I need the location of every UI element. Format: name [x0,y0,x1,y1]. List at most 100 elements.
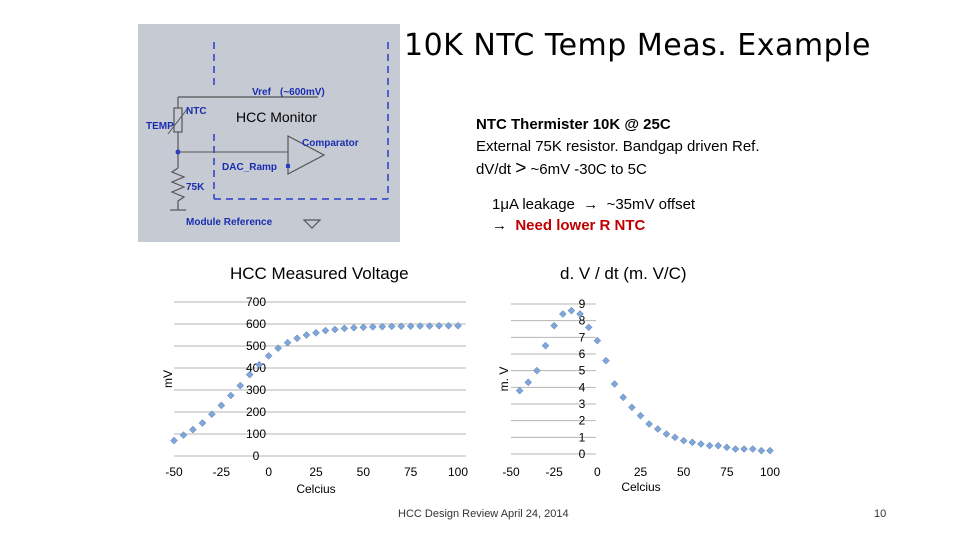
chart1-data-point [435,321,443,330]
chart2-data-point [688,438,697,447]
desc-gt: > [515,158,527,179]
chart1-data-point [255,360,264,369]
chart2-x-tick-label: 25 [634,465,648,479]
chart2-data-point [541,341,550,350]
comparator-label: Comparator [302,138,359,149]
chart1-data-point [454,321,462,330]
chart1-x-axis-label: Celcius [296,482,335,496]
chart1-data-point [444,321,453,330]
chart1-data-point [208,410,216,419]
chart2-data-point [671,433,679,442]
chart1-y-tick-label: 500 [246,339,266,353]
chart2-data-point [524,378,533,387]
chart1-data-point [331,325,339,334]
chart2-data-point [628,403,636,412]
schematic-drawing: Vref (~600mV) NTC TEMP 75K Comparator DA… [146,42,389,229]
chart1-data-point [416,322,424,330]
chart2-data-point [757,446,766,455]
chart2-data-point [662,430,671,438]
chart2-data-point [766,446,774,455]
chart2-y-tick-label: 4 [579,380,586,394]
chart1-x-tick-label: 25 [309,465,323,479]
chart1-data-point [236,381,245,390]
chart1-y-tick-label: 700 [246,295,266,309]
chart2-x-tick-label: 0 [594,465,601,479]
chart2-y-tick-label: 0 [579,447,586,461]
chart1-data-point [425,322,434,330]
chart2-data-point [697,440,705,448]
chart1-x-tick-label: 50 [357,465,371,479]
chart2-data-point [550,321,559,330]
chart2-data-point [593,336,602,345]
chart2-x-tick-label: 50 [677,465,691,479]
chart2-y-tick-label: 5 [579,364,586,378]
chart1-data-point [274,344,282,353]
chart2-data-point [584,323,593,332]
description-block: NTC Thermister 10K @ 25C External 75K re… [476,114,936,181]
chart2-y-tick-label: 6 [579,347,586,361]
chart2-data-point [602,356,610,365]
need-line: → Need lower R NTC [492,215,695,236]
chart1-y-axis-label: mV [161,370,175,388]
arrow-right-icon: → [579,196,603,213]
chart1-data-point [406,322,415,331]
desc-dvdt-value: ~6mV -30C to 5C [530,161,647,178]
chart2-x-tick-label: 75 [720,465,734,479]
chart1-y-tick-label: 0 [253,449,260,463]
chart1-data-point [189,425,197,434]
chart1-x-tick-label: -50 [165,465,183,479]
desc-dvdt: dV/dt [476,161,512,178]
footer-text: HCC Design Review April 24, 2014 [398,508,569,520]
chart2-data-point [748,445,757,453]
chart1-data-point [170,436,178,445]
vref-value: (~600mV) [280,87,325,98]
chart1-data-point [302,331,311,339]
chart1-x-tick-label: 0 [265,465,272,479]
dac-node [286,164,290,168]
chart1-data-point [264,352,273,360]
vref-label: Vref [252,87,272,98]
ntc-label: NTC [186,106,207,117]
chart1-y-tick-label: 300 [246,383,266,397]
chart1-data-point [293,334,301,343]
desc-line-3: dV/dt > ~6mV -30C to 5C [476,158,936,181]
chart2-data-point [731,445,740,453]
chart1-data-point [198,419,207,427]
resistor-label: 75K [186,182,205,193]
chart2-data-point [515,386,524,395]
chart2-data-point [636,411,645,420]
chart2-data-point [740,445,748,453]
chart1-data-point [368,323,377,331]
chart2-data-point [705,441,714,450]
chart1-data-point [312,328,320,337]
chart1-y-tick-label: 200 [246,405,266,419]
chart1-data-point [397,322,406,331]
ntc-symbol-slash [167,107,189,135]
chart1-data-point [340,324,349,333]
chart1-data-point [321,326,330,335]
leakage-block: 1μA leakage → ~35mV offset → Need lower … [492,194,695,236]
module-ref-ground [302,219,322,229]
module-ref-label: Module Reference [186,217,273,228]
slide-title: 10K NTC Temp Meas. Example [404,28,871,63]
leak-offset: ~35mV offset [606,196,696,213]
need-lower-r-text: Need lower R NTC [515,217,646,234]
resistor-symbol [170,167,186,210]
chart1-data-point [359,323,368,332]
chart2-x-tick-label: -50 [502,465,520,479]
chart2-data-point [558,310,567,318]
chart1-data-point [245,370,254,379]
page-number: 10 [874,508,887,520]
chart2-data-point [567,306,576,315]
chart2-data-point [645,420,653,428]
chart2-y-tick-label: 2 [579,414,586,428]
chart2-y-tick-label: 3 [579,397,586,411]
chart2-y-tick-label: 9 [579,297,586,311]
chart2-data-point [619,393,628,402]
chart1-data-point [378,322,387,331]
comparator-symbol [287,135,326,175]
chart2-data-point [679,436,688,445]
arrow-right-icon: → [492,217,512,234]
chart1-data-point [179,431,188,439]
chart2-data-point [722,443,731,452]
